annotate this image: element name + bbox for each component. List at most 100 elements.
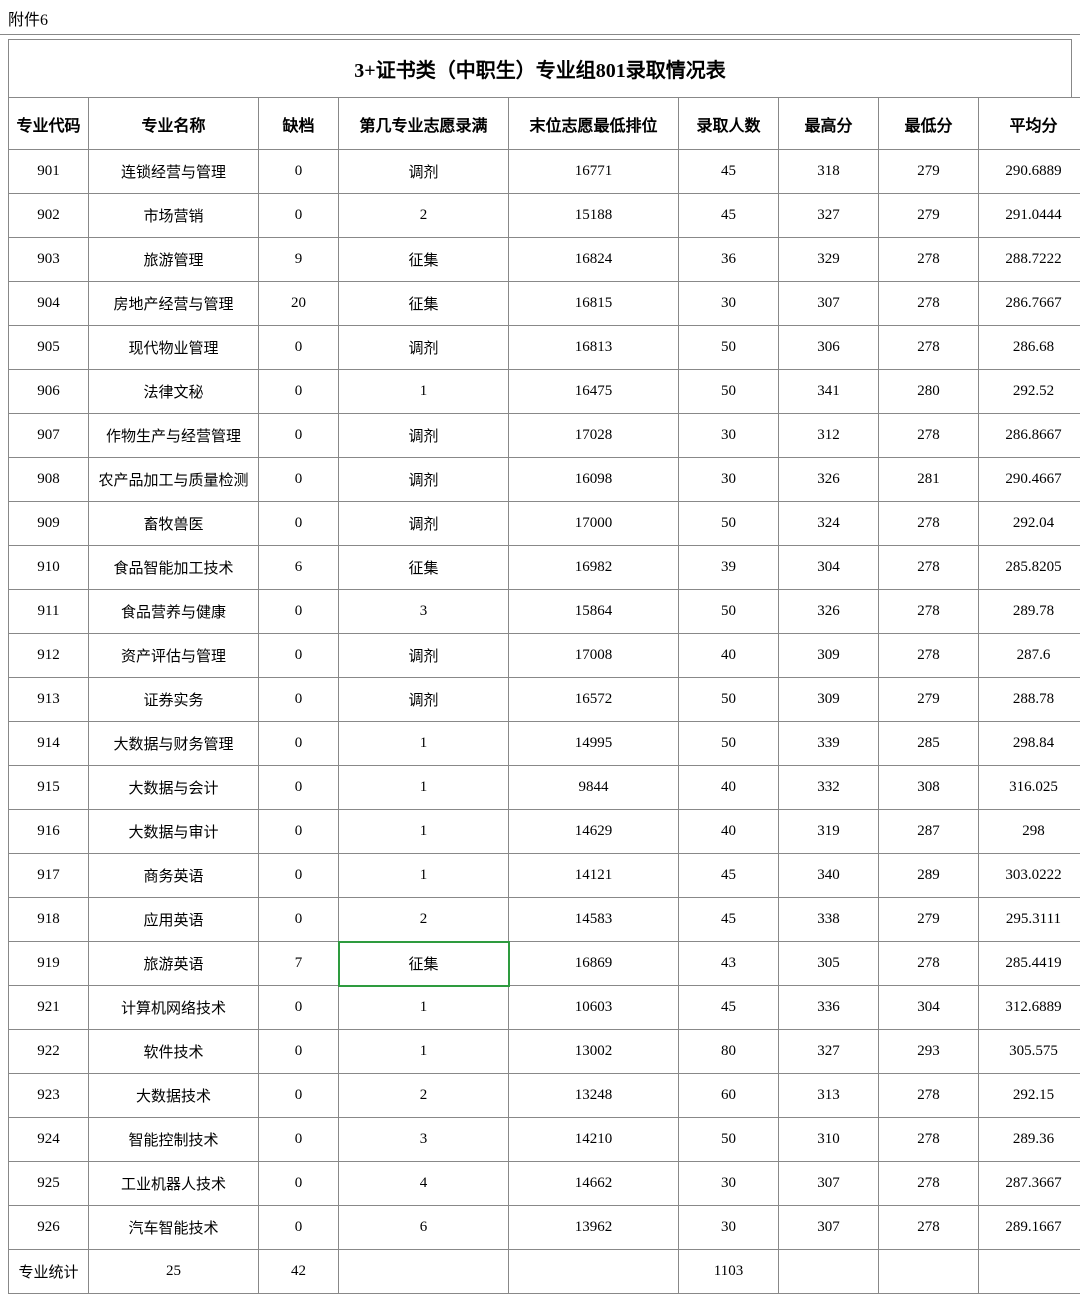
table-cell[interactable]: 征集 [339,282,509,326]
table-cell[interactable]: 338 [779,898,879,942]
table-cell[interactable]: 14121 [509,854,679,898]
table-cell[interactable]: 旅游英语 [89,942,259,986]
table-cell[interactable]: 0 [259,1118,339,1162]
table-cell[interactable]: 278 [879,414,979,458]
table-cell[interactable]: 0 [259,150,339,194]
table-cell[interactable]: 295.3111 [979,898,1080,942]
table-cell[interactable]: 连锁经营与管理 [89,150,259,194]
table-cell[interactable]: 312 [779,414,879,458]
table-cell[interactable]: 调剂 [339,678,509,722]
table-cell[interactable]: 证券实务 [89,678,259,722]
table-cell[interactable]: 278 [879,546,979,590]
table-cell[interactable]: 285.4419 [979,942,1080,986]
table-cell[interactable]: 911 [9,590,89,634]
table-cell[interactable]: 50 [679,590,779,634]
table-cell[interactable]: 280 [879,370,979,414]
table-cell[interactable]: 商务英语 [89,854,259,898]
table-cell[interactable]: 279 [879,150,979,194]
table-cell[interactable]: 调剂 [339,458,509,502]
table-cell[interactable]: 0 [259,458,339,502]
table-cell[interactable]: 6 [259,546,339,590]
table-cell[interactable]: 307 [779,1162,879,1206]
table-cell[interactable]: 902 [9,194,89,238]
table-cell[interactable]: 50 [679,370,779,414]
table-cell[interactable]: 278 [879,1074,979,1118]
table-cell[interactable]: 286.7667 [979,282,1080,326]
table-cell[interactable]: 36 [679,238,779,282]
table-cell[interactable]: 908 [9,458,89,502]
table-cell[interactable]: 16098 [509,458,679,502]
table-cell[interactable]: 大数据与财务管理 [89,722,259,766]
table-cell[interactable]: 16815 [509,282,679,326]
table-cell[interactable]: 921 [9,986,89,1030]
table-cell[interactable]: 30 [679,1162,779,1206]
table-cell[interactable]: 915 [9,766,89,810]
table-cell[interactable]: 50 [679,722,779,766]
table-cell[interactable]: 15188 [509,194,679,238]
table-cell[interactable]: 340 [779,854,879,898]
table-cell[interactable]: 309 [779,634,879,678]
table-cell[interactable]: 15864 [509,590,679,634]
table-cell[interactable]: 0 [259,634,339,678]
table-cell[interactable]: 征集 [339,942,509,986]
table-cell[interactable]: 901 [9,150,89,194]
table-cell[interactable]: 307 [779,282,879,326]
table-cell[interactable]: 9 [259,238,339,282]
table-cell[interactable]: 智能控制技术 [89,1118,259,1162]
table-cell[interactable]: 0 [259,1162,339,1206]
table-cell[interactable]: 调剂 [339,150,509,194]
table-cell[interactable]: 14210 [509,1118,679,1162]
table-cell[interactable]: 307 [779,1206,879,1250]
table-cell[interactable]: 60 [679,1074,779,1118]
table-cell[interactable]: 327 [779,194,879,238]
table-cell[interactable]: 0 [259,590,339,634]
table-cell[interactable]: 0 [259,414,339,458]
table-cell[interactable]: 房地产经营与管理 [89,282,259,326]
table-cell[interactable]: 326 [779,458,879,502]
table-cell[interactable]: 2 [339,1074,509,1118]
table-cell[interactable]: 287 [879,810,979,854]
table-cell[interactable]: 20 [259,282,339,326]
table-cell[interactable]: 大数据与审计 [89,810,259,854]
table-cell[interactable]: 80 [679,1030,779,1074]
table-cell[interactable]: 13002 [509,1030,679,1074]
table-cell[interactable]: 324 [779,502,879,546]
table-cell[interactable]: 316.025 [979,766,1080,810]
table-cell[interactable]: 304 [879,986,979,1030]
table-cell[interactable]: 调剂 [339,634,509,678]
table-cell[interactable]: 286.8667 [979,414,1080,458]
table-cell[interactable]: 法律文秘 [89,370,259,414]
table-cell[interactable]: 286.68 [979,326,1080,370]
table-cell[interactable]: 924 [9,1118,89,1162]
table-cell[interactable]: 292.15 [979,1074,1080,1118]
table-cell[interactable]: 调剂 [339,414,509,458]
table-cell[interactable]: 调剂 [339,326,509,370]
table-cell[interactable]: 341 [779,370,879,414]
table-cell[interactable]: 3 [339,590,509,634]
table-cell[interactable]: 50 [679,502,779,546]
table-cell[interactable]: 1 [339,370,509,414]
table-cell[interactable]: 软件技术 [89,1030,259,1074]
table-cell[interactable]: 旅游管理 [89,238,259,282]
table-cell[interactable]: 1 [339,1030,509,1074]
table-cell[interactable]: 290.6889 [979,150,1080,194]
table-cell[interactable]: 293 [879,1030,979,1074]
table-cell[interactable]: 278 [879,1206,979,1250]
table-cell[interactable]: 0 [259,326,339,370]
table-cell[interactable]: 16824 [509,238,679,282]
table-cell[interactable]: 39 [679,546,779,590]
table-cell[interactable]: 909 [9,502,89,546]
table-cell[interactable]: 279 [879,678,979,722]
table-cell[interactable]: 调剂 [339,502,509,546]
table-cell[interactable]: 278 [879,1162,979,1206]
table-cell[interactable]: 16771 [509,150,679,194]
table-cell[interactable]: 278 [879,942,979,986]
table-cell[interactable]: 16813 [509,326,679,370]
table-cell[interactable]: 319 [779,810,879,854]
table-cell[interactable]: 畜牧兽医 [89,502,259,546]
table-cell[interactable]: 30 [679,414,779,458]
table-cell[interactable]: 310 [779,1118,879,1162]
table-cell[interactable]: 0 [259,1030,339,1074]
table-cell[interactable]: 7 [259,942,339,986]
table-cell[interactable]: 50 [679,678,779,722]
